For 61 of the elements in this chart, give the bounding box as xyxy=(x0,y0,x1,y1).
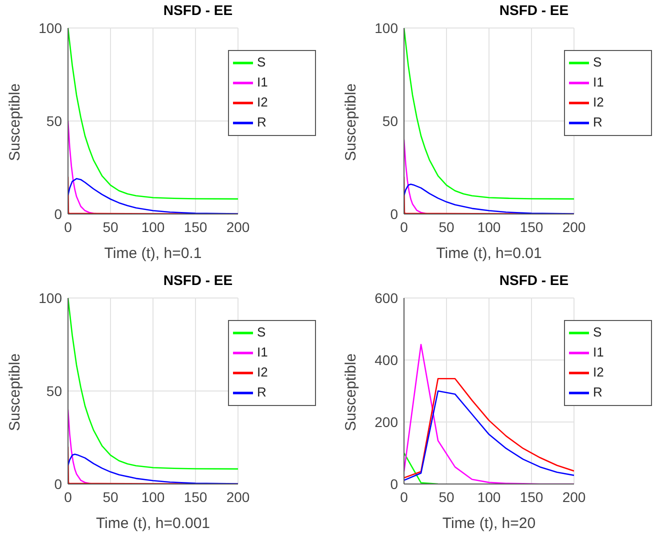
legend-label: I1 xyxy=(593,74,604,90)
x-tick-label: 50 xyxy=(438,488,454,505)
legend-label: S xyxy=(257,54,266,70)
y-tick-label: 0 xyxy=(390,476,398,492)
y-tick-label: 0 xyxy=(390,206,398,222)
x-tick-label: 100 xyxy=(477,218,501,235)
y-tick-label: 100 xyxy=(38,290,62,306)
chart-title: NSFD - EE xyxy=(162,1,234,20)
y-tick-label: 0 xyxy=(54,476,62,492)
x-tick-label: 100 xyxy=(141,218,165,235)
y-axis-title: Susceptible xyxy=(6,83,24,161)
y-tick-label: 0 xyxy=(54,206,62,222)
x-tick-label: 50 xyxy=(102,488,118,505)
y-tick-label: 600 xyxy=(374,290,398,306)
chart-title: NSFD - EE xyxy=(162,271,234,290)
legend-label: I2 xyxy=(257,364,268,380)
legend-label: I1 xyxy=(257,344,268,360)
x-axis-title: Time (t), h=0.1 xyxy=(104,245,202,262)
x-tick-label: 0 xyxy=(400,218,408,235)
x-tick-label: 100 xyxy=(141,488,165,505)
legend-label: R xyxy=(593,384,602,400)
y-tick-label: 50 xyxy=(46,112,62,129)
x-tick-label: 150 xyxy=(520,218,544,235)
legend-label: I2 xyxy=(593,94,604,110)
legend-label: I2 xyxy=(257,94,268,110)
x-tick-label: 200 xyxy=(226,488,250,505)
x-tick-label: 0 xyxy=(64,218,72,235)
y-axis-title: Susceptible xyxy=(342,353,360,431)
y-axis-title: Susceptible xyxy=(6,353,24,431)
x-axis-title: Time (t), h=0.01 xyxy=(436,245,542,262)
y-tick-label: 50 xyxy=(46,382,62,399)
x-tick-label: 150 xyxy=(184,218,208,235)
legend-label: I2 xyxy=(593,364,604,380)
y-tick-label: 200 xyxy=(374,414,398,430)
x-tick-label: 150 xyxy=(184,488,208,505)
x-axis-title: Time (t), h=0.001 xyxy=(96,515,210,532)
y-tick-label: 400 xyxy=(374,352,398,368)
legend-label: I1 xyxy=(257,74,268,90)
legend-label: R xyxy=(593,114,602,130)
x-tick-label: 50 xyxy=(102,218,118,235)
legend-label: R xyxy=(257,384,266,400)
y-tick-label: 100 xyxy=(38,20,62,36)
legend-label: S xyxy=(593,324,602,340)
x-tick-label: 0 xyxy=(400,488,408,505)
chart-title: NSFD - EE xyxy=(498,1,570,20)
y-axis-title: Susceptible xyxy=(342,83,360,161)
x-tick-label: 200 xyxy=(562,218,586,235)
y-tick-label: 100 xyxy=(374,20,398,36)
x-axis-title: Time (t), h=20 xyxy=(442,515,536,532)
x-tick-label: 150 xyxy=(520,488,544,505)
legend-label: R xyxy=(257,114,266,130)
x-tick-label: 200 xyxy=(562,488,586,505)
legend-label: S xyxy=(257,324,266,340)
y-tick-label: 50 xyxy=(382,112,398,129)
x-tick-label: 200 xyxy=(226,218,250,235)
legend-label: I1 xyxy=(593,344,604,360)
legend-label: S xyxy=(593,54,602,70)
x-tick-label: 50 xyxy=(438,218,454,235)
x-tick-label: 100 xyxy=(477,488,501,505)
chart-title: NSFD - EE xyxy=(498,271,570,290)
x-tick-label: 0 xyxy=(64,488,72,505)
